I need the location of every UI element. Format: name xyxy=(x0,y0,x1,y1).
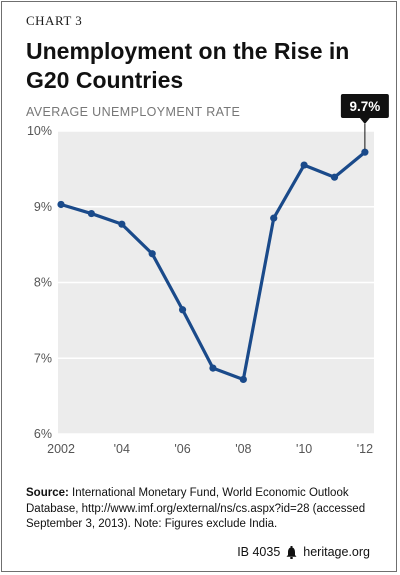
gridlines xyxy=(58,130,374,435)
x-tick-label: '10 xyxy=(296,442,312,456)
y-tick-label: 6% xyxy=(34,427,52,441)
x-tick-label: '08 xyxy=(235,442,251,456)
footer: IB 4035 heritage.org xyxy=(237,545,370,559)
data-point xyxy=(361,148,369,156)
source-text: International Monetary Fund, World Econo… xyxy=(26,487,366,530)
x-tick-label: 2002 xyxy=(47,442,75,456)
line-chart: 6% 7% 8% 9% 10% 2002 '04 '06 '08 '10 '12 9.7% xyxy=(27,94,389,456)
chart-subtitle: AVERAGE UNEMPLOYMENT RATE xyxy=(26,105,241,119)
data-point xyxy=(330,173,339,181)
annotation-box xyxy=(340,94,389,118)
data-point xyxy=(239,375,247,384)
data-point xyxy=(178,306,187,314)
data-point xyxy=(118,220,126,228)
data-point xyxy=(148,250,156,258)
source-note: Source: International Monetary Fund, Wor… xyxy=(26,486,382,533)
series-unemployment xyxy=(57,148,369,384)
y-tick-label: 10% xyxy=(27,124,52,138)
source-label: Source: xyxy=(26,487,69,499)
x-axis-ticks: 2002 '04 '06 '08 '10 '12 xyxy=(47,442,373,456)
chart-title: Unemployment on the Rise in G20 Countrie… xyxy=(26,38,350,93)
data-point xyxy=(209,364,217,372)
data-point xyxy=(87,209,96,218)
x-tick-label: '06 xyxy=(174,442,190,456)
y-tick-label: 8% xyxy=(34,276,52,290)
annotation-pointer xyxy=(359,118,370,124)
y-axis-ticks: 6% 7% 8% 9% 10% xyxy=(27,124,52,441)
site-url[interactable]: heritage.org xyxy=(303,545,370,559)
data-point xyxy=(270,214,278,222)
annotation-label: 9.7% xyxy=(349,99,380,114)
liberty-bell-icon xyxy=(286,545,297,559)
annotation: 9.7% xyxy=(340,94,389,150)
x-tick-label: '12 xyxy=(357,442,373,456)
y-tick-label: 7% xyxy=(34,351,52,365)
data-point xyxy=(300,161,308,169)
chart-number: CHART 3 xyxy=(26,13,83,28)
y-tick-label: 9% xyxy=(34,200,52,214)
data-point xyxy=(57,200,65,209)
x-tick-label: '04 xyxy=(114,442,130,456)
brief-id: IB 4035 xyxy=(237,545,281,559)
